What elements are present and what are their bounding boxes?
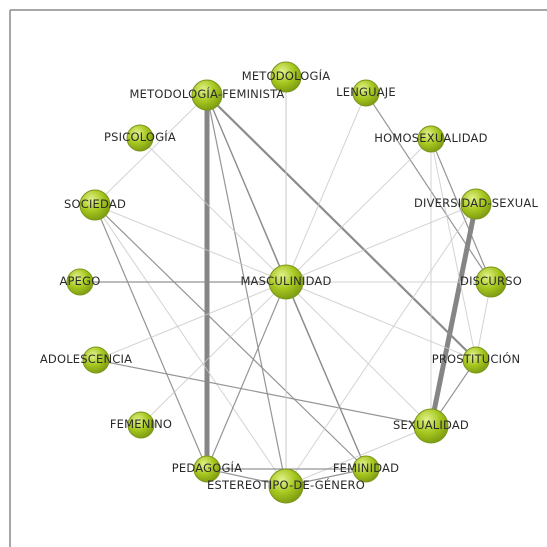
edge-masculinidad-pedagogia [206, 281, 287, 470]
node-label-homosexualidad: HOMOSEXUALIDAD [374, 131, 487, 145]
node-femenino[interactable] [127, 411, 155, 439]
edge-homosexualidad-masculinidad [285, 138, 432, 283]
node-sociedad[interactable] [79, 189, 111, 221]
edge-diversidad_sexual-estereotipo_de_genero [285, 203, 477, 487]
edge-lenguaje-discurso [365, 92, 492, 283]
node-label-prostitucion: PROSTITUCIÓN [432, 351, 521, 366]
node-lenguaje[interactable] [352, 79, 380, 107]
node-label-diversidad-sexual: DIVERSIDAD-SEXUAL [414, 196, 539, 210]
node-psicologia[interactable] [126, 124, 154, 152]
node-pedagogia[interactable] [193, 455, 221, 483]
node-masculinidad[interactable] [268, 264, 304, 300]
node-label-psicologia: PSICOLOGÍA [104, 129, 176, 144]
node-label-masculinidad: MASCULINIDAD [240, 274, 331, 288]
node-adolescencia[interactable] [82, 346, 110, 374]
edge-lenguaje-masculinidad [285, 92, 367, 283]
node-label-metodologia-feminista: METODOLOGÍA-FEMINISTA [130, 86, 285, 101]
node-prostitucion[interactable] [462, 346, 490, 374]
edge-sociedad-masculinidad [94, 204, 287, 283]
node-label-femenino: FEMENINO [110, 417, 172, 431]
node-label-metodologia: METODOLOGÍA [242, 68, 331, 83]
node-metodologia-feminista[interactable] [191, 79, 223, 111]
edge-adolescencia-masculinidad [95, 281, 287, 361]
node-discurso[interactable] [475, 266, 507, 298]
node-label-pedagogia: PEDAGOGÍA [172, 460, 242, 475]
node-homosexualidad[interactable] [417, 125, 445, 153]
node-label-apego: APEGO [59, 274, 100, 288]
node-label-estereotipo-de-genero: ESTEREOTIPO-DE-GÉNERO [207, 477, 365, 492]
edge-sociedad-metodologia_feminista [94, 94, 208, 206]
edge-sexualidad-estereotipo_de_genero [285, 425, 432, 487]
edge-adolescencia-sexualidad [95, 359, 432, 427]
nodes-layer [66, 61, 507, 504]
node-label-sociedad: SOCIEDAD [64, 197, 126, 211]
edge-metodologia_feminista-estereotipo_de_genero [206, 94, 287, 487]
node-label-feminidad: FEMINIDAD [333, 461, 399, 475]
node-feminidad[interactable] [352, 455, 380, 483]
edge-psicologia-masculinidad [139, 137, 287, 283]
node-label-discurso: DISCURSO [460, 274, 522, 288]
edge-masculinidad-feminidad [285, 281, 367, 470]
node-apego[interactable] [66, 268, 94, 296]
edge-masculinidad-prostitucion [285, 281, 477, 361]
edge-masculinidad-sexualidad [285, 281, 432, 427]
edges-layer [80, 77, 492, 487]
node-label-sexualidad: SEXUALIDAD [393, 418, 469, 432]
edge-femenino-masculinidad [140, 281, 287, 426]
edge-sociedad-estereotipo_de_genero [94, 204, 287, 487]
edge-homosexualidad-prostitucion [430, 138, 477, 361]
node-metodologia[interactable] [270, 61, 302, 93]
node-diversidad-sexual[interactable] [460, 188, 492, 220]
edge-diversidad_sexual-sexualidad [428, 203, 479, 427]
node-estereotipo-de-genero[interactable] [268, 468, 304, 504]
node-label-lenguaje: LENGUAJE [336, 85, 396, 99]
node-sexualidad[interactable] [413, 408, 449, 444]
node-label-adolescencia: ADOLESCENCIA [40, 352, 132, 366]
edge-diversidad_sexual-masculinidad [285, 203, 477, 283]
labels-layer: METODOLOGÍA METODOLOGÍA-FEMINISTA LENGUAJE… [40, 68, 539, 492]
